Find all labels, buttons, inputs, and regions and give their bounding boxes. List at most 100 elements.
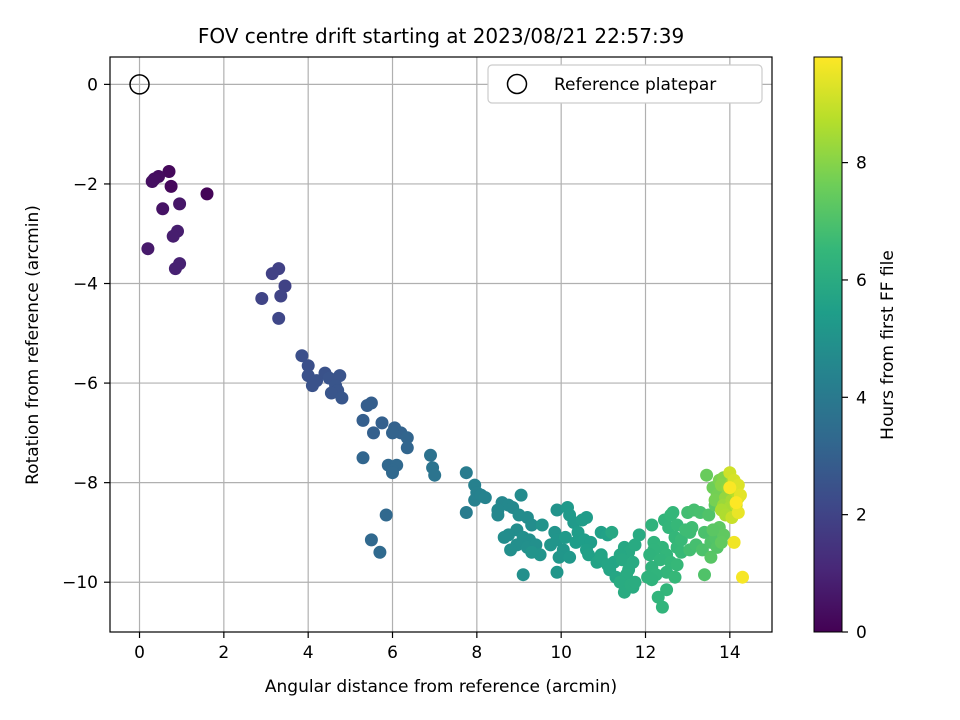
- x-axis-ticks: 0 2 4 6 8 10 12 14: [134, 632, 741, 663]
- data-point: [200, 187, 214, 201]
- data-point: [428, 468, 442, 482]
- data-point: [580, 511, 593, 524]
- data-point: [706, 523, 720, 537]
- data-point: [367, 426, 380, 440]
- data-point: [459, 466, 473, 480]
- colorbar: 0 2 4 6 8 Hours from first FF file: [813, 56, 898, 643]
- data-point: [364, 533, 378, 547]
- data-point: [386, 426, 399, 440]
- data-point: [563, 550, 577, 564]
- data-point: [628, 575, 642, 589]
- colorbar-ticks: 0 2 4 6 8: [842, 154, 867, 643]
- data-point: [274, 289, 288, 303]
- data-point: [613, 575, 627, 589]
- data-point: [660, 583, 674, 597]
- data-point: [723, 481, 737, 495]
- data-point: [550, 565, 564, 579]
- data-point: [645, 573, 659, 587]
- data-point: [173, 197, 187, 211]
- x-tick-label: 8: [471, 643, 482, 663]
- data-point: [643, 548, 657, 562]
- legend: Reference platepar: [487, 64, 763, 104]
- data-point: [164, 179, 178, 193]
- colorbar-tick-label: 4: [856, 388, 867, 408]
- data-point: [156, 202, 170, 216]
- data-point: [582, 548, 596, 562]
- data-point: [702, 508, 716, 522]
- data-point: [301, 359, 315, 373]
- data-point: [605, 525, 619, 539]
- data-point: [628, 538, 642, 552]
- x-tick-label: 4: [303, 643, 314, 663]
- grid-lines: [110, 57, 772, 632]
- data-point: [653, 553, 667, 567]
- data-point: [278, 279, 292, 293]
- data-point: [141, 242, 155, 256]
- data-point: [645, 518, 659, 532]
- legend-marker-icon: [506, 73, 528, 95]
- data-point: [679, 523, 693, 537]
- x-tick-label: 12: [635, 643, 657, 663]
- colorbar-tick-label: 0: [856, 623, 867, 643]
- data-point: [704, 550, 718, 564]
- y-axis-ticks: 0 −2 −4 −6 −8 −10: [62, 75, 110, 593]
- data-point: [670, 558, 684, 572]
- colorbar-tick-label: 8: [856, 154, 867, 174]
- x-tick-label: 10: [550, 643, 572, 663]
- y-tick-label: 0: [87, 75, 98, 95]
- data-point: [295, 349, 309, 363]
- data-point: [558, 530, 572, 544]
- data-point: [550, 503, 564, 517]
- colorbar-label: Hours from first FF file: [878, 250, 898, 440]
- data-point: [145, 175, 159, 188]
- data-point: [324, 386, 338, 400]
- reference-marker: [129, 74, 150, 95]
- data-point: [729, 496, 743, 510]
- plot-frame: [109, 56, 773, 633]
- y-tick-label: −6: [73, 374, 98, 394]
- y-tick-label: −8: [73, 474, 98, 494]
- y-tick-label: −4: [73, 275, 98, 295]
- chart-title: FOV centre drift starting at 2023/08/21 …: [198, 24, 684, 48]
- data-point: [356, 451, 370, 465]
- data-point: [333, 369, 347, 383]
- x-tick-label: 6: [387, 643, 398, 663]
- data-point: [632, 528, 646, 542]
- data-point: [373, 545, 387, 559]
- x-tick-label: 0: [134, 643, 145, 663]
- data-point: [695, 543, 709, 557]
- data-point: [535, 518, 549, 532]
- data-point: [731, 506, 745, 519]
- colorbar-tick-label: 6: [856, 271, 867, 291]
- data-point: [375, 416, 389, 430]
- data-point: [736, 570, 749, 584]
- data-point: [504, 543, 518, 557]
- data-point: [674, 533, 688, 547]
- x-tick-label: 14: [719, 643, 741, 663]
- data-point: [379, 508, 393, 522]
- data-point: [386, 466, 399, 480]
- data-point: [424, 448, 437, 462]
- y-tick-label: −2: [73, 175, 98, 195]
- data-point: [525, 545, 539, 559]
- data-point: [356, 413, 370, 427]
- data-point: [516, 568, 530, 582]
- data-point: [166, 229, 180, 243]
- data-point: [497, 530, 511, 544]
- x-axis-label: Angular distance from reference (arcmin): [265, 677, 617, 697]
- data-point: [727, 535, 741, 549]
- data-point: [700, 468, 714, 482]
- data-point: [698, 568, 711, 582]
- data-point: [335, 391, 349, 405]
- data-point: [668, 570, 682, 584]
- data-point: [651, 590, 665, 604]
- data-point: [655, 600, 669, 614]
- legend-label: Reference platepar: [554, 75, 716, 95]
- y-axis-label: Rotation from reference (arcmin): [23, 205, 43, 485]
- data-point: [255, 292, 269, 305]
- data-points: [141, 165, 749, 614]
- data-point: [478, 491, 492, 505]
- data-point: [512, 508, 526, 522]
- data-point: [400, 441, 414, 455]
- data-point: [305, 379, 319, 393]
